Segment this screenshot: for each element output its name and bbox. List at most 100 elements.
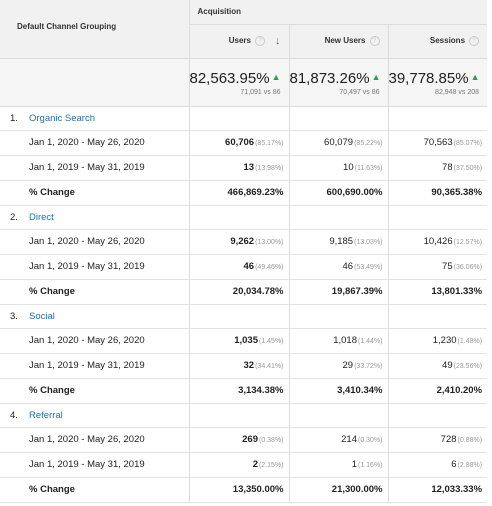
- users-value: 1,035: [234, 335, 258, 346]
- empty-cell: [189, 304, 290, 329]
- date-range-label: Jan 1, 2020 - May 26, 2020: [0, 328, 190, 354]
- new-users-column-header[interactable]: New Users?: [289, 24, 389, 59]
- empty-cell: [388, 304, 488, 329]
- channel-link[interactable]: Direct: [29, 211, 54, 223]
- new-users-cell: 214(0.30%): [289, 427, 389, 453]
- sessions-value: 728: [440, 434, 457, 445]
- acquisition-group-header: Acquisition: [189, 0, 488, 25]
- empty-cell: [388, 403, 488, 428]
- new-users-value: 1,018: [333, 335, 357, 346]
- users-value: 2: [252, 459, 258, 470]
- sort-descending-icon[interactable]: ↓: [275, 35, 281, 47]
- users-value: 46: [243, 261, 255, 272]
- sessions-cell: 6(2.88%): [388, 452, 488, 478]
- users-column-header[interactable]: Users? ↓: [189, 24, 290, 59]
- new-users-cell: 60,079(85.22%): [289, 130, 389, 156]
- empty-cell: [289, 403, 389, 428]
- percent-change-row: % Change 466,869.23% 600,690.00% 90,365.38%: [0, 180, 488, 206]
- sessions-change: 90,365.38%: [388, 180, 488, 206]
- channel-link[interactable]: Referral: [29, 409, 63, 421]
- users-total: 82,563.95% ▲ 71,091 vs 86: [189, 58, 290, 107]
- help-icon[interactable]: ?: [469, 36, 480, 46]
- new-users-share: (53.49%): [354, 264, 383, 271]
- percent-change-row: % Change 20,034.78% 19,867.39% 13,801.33%: [0, 279, 488, 305]
- new-users-value: 10: [343, 162, 354, 173]
- new-users-share: (33.72%): [354, 363, 383, 370]
- up-arrow-icon: ▲: [271, 71, 281, 82]
- date-range-label: Jan 1, 2020 - May 26, 2020: [0, 427, 190, 453]
- totals-row: 82,563.95% ▲ 71,091 vs 86 81,873.26% ▲ 70,…: [0, 58, 488, 107]
- percent-change-label: % Change: [0, 378, 190, 404]
- sessions-share: (12.57%): [453, 239, 483, 246]
- sessions-cell: 78(37.50%): [388, 155, 488, 181]
- percent-change-row: % Change 13,350.00% 21,300.00% 12,033.33%: [0, 477, 488, 503]
- users-cell: 1,035(1.45%): [189, 328, 290, 354]
- percent-change-label: % Change: [0, 477, 190, 503]
- new-users-total: 81,873.26% ▲ 70,497 vs 86: [289, 58, 389, 107]
- sessions-cell: 49(23.56%): [388, 353, 488, 379]
- channel-link[interactable]: Social: [29, 310, 55, 322]
- channel-group-row: 1. Organic Search: [0, 106, 488, 131]
- users-cell: 13(13.98%): [189, 155, 290, 181]
- channel-cell: 4. Referral: [0, 403, 190, 428]
- percent-change-label: % Change: [0, 180, 190, 206]
- users-cell: 46(49.46%): [189, 254, 290, 280]
- help-icon[interactable]: ?: [255, 36, 265, 46]
- sessions-value: 78: [442, 162, 453, 173]
- channel-index: 2.: [10, 211, 18, 223]
- users-share: (49.46%): [255, 264, 284, 271]
- sessions-value: 75: [442, 261, 453, 272]
- sessions-column-header[interactable]: Sessions?: [388, 24, 488, 59]
- new-users-column-label: New Users: [324, 36, 366, 46]
- users-change: 20,034.78%: [189, 279, 290, 305]
- sessions-total-compare: 82,948 vs 208: [435, 88, 480, 96]
- date-range-row: Jan 1, 2020 - May 26, 2020 60,706(85.17%)…: [0, 130, 488, 156]
- up-arrow-icon: ▲: [371, 71, 381, 82]
- new-users-change: 21,300.00%: [289, 477, 389, 503]
- date-range-label: Jan 1, 2019 - May 31, 2019: [0, 254, 190, 280]
- sessions-change: 12,033.33%: [388, 477, 488, 503]
- help-icon[interactable]: ?: [369, 36, 380, 46]
- new-users-cell: 9,185(13.03%): [289, 229, 389, 255]
- users-share: (2.15%): [258, 462, 284, 469]
- new-users-share: (1.44%): [357, 338, 383, 345]
- users-share: (34.41%): [255, 363, 284, 370]
- channel-link[interactable]: Organic Search: [29, 112, 96, 124]
- new-users-change: 3,410.34%: [289, 378, 389, 404]
- empty-cell: [289, 106, 389, 131]
- sessions-total: 39,778.85% ▲ 82,948 vs 208: [388, 58, 488, 107]
- date-range-row: Jan 1, 2019 - May 31, 2019 32(34.41%) 29(3…: [0, 353, 488, 379]
- date-range-row: Jan 1, 2019 - May 31, 2019 13(13.98%) 10(1…: [0, 155, 488, 181]
- dimension-header[interactable]: Default Channel Grouping: [0, 0, 190, 59]
- date-range-row: Jan 1, 2020 - May 26, 2020 1,035(1.45%) 1,…: [0, 328, 488, 354]
- channel-index: 4.: [10, 409, 18, 421]
- new-users-value: 46: [342, 261, 354, 272]
- new-users-cell: 1,018(1.44%): [289, 328, 389, 354]
- sessions-cell: 728(0.88%): [388, 427, 488, 453]
- date-range-label: Jan 1, 2020 - May 26, 2020: [0, 130, 190, 156]
- percent-change-row: % Change 3,134.38% 3,410.34% 2,410.20%: [0, 378, 488, 404]
- users-total-compare: 71,091 vs 86: [240, 88, 281, 96]
- sessions-change: 2,410.20%: [388, 378, 488, 404]
- empty-cell: [388, 106, 488, 131]
- sessions-share: (1.48%): [457, 338, 483, 345]
- new-users-cell: 1(1.16%): [289, 452, 389, 478]
- new-users-total-compare: 70,497 vs 86: [339, 88, 380, 96]
- users-value: 60,706: [225, 137, 255, 148]
- users-share: (0.38%): [258, 437, 284, 444]
- sessions-cell: 10,426(12.57%): [388, 229, 488, 255]
- users-value: 9,262: [230, 236, 255, 247]
- new-users-value: 214: [341, 434, 357, 445]
- users-cell: 32(34.41%): [189, 353, 290, 379]
- new-users-change: 19,867.39%: [289, 279, 389, 305]
- users-total-value: 82,563.95%: [189, 69, 270, 87]
- sessions-share: (23.56%): [453, 363, 483, 370]
- totals-label-cell: [0, 58, 190, 107]
- date-range-label: Jan 1, 2019 - May 31, 2019: [0, 452, 190, 478]
- new-users-cell: 10(11.63%): [289, 155, 389, 181]
- new-users-value: 29: [342, 360, 354, 371]
- empty-cell: [289, 304, 389, 329]
- channel-group-row: 3. Social: [0, 304, 488, 329]
- sessions-share: (2.88%): [457, 462, 483, 469]
